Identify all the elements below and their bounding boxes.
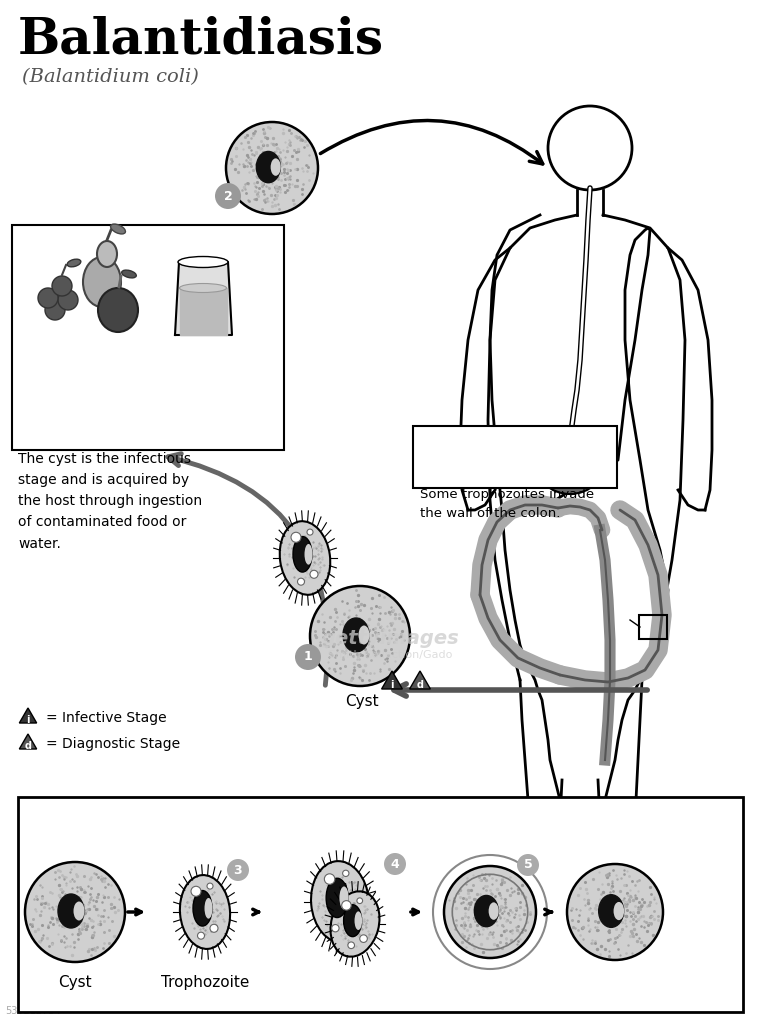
Ellipse shape [474,895,498,927]
Text: = Infective Stage: = Infective Stage [46,711,167,725]
Circle shape [215,183,241,209]
Ellipse shape [58,894,84,928]
Polygon shape [180,288,227,335]
FancyBboxPatch shape [12,225,284,450]
Circle shape [384,853,406,874]
Ellipse shape [293,537,312,572]
Text: Some trophozoites invade
the wall of the colon.: Some trophozoites invade the wall of the… [420,488,594,520]
Ellipse shape [98,288,138,332]
Ellipse shape [343,618,369,652]
Circle shape [295,644,321,670]
Ellipse shape [614,902,624,921]
Circle shape [191,887,201,896]
Text: Smith Collection/Gado: Smith Collection/Gado [328,650,452,660]
Text: d: d [24,741,31,751]
Ellipse shape [271,159,281,176]
FancyBboxPatch shape [413,426,617,488]
Text: 2: 2 [224,189,232,203]
Circle shape [332,925,339,932]
Text: (Balantidium coli): (Balantidium coli) [22,68,199,86]
Text: 539212754: 539212754 [5,1006,61,1016]
Ellipse shape [122,270,136,278]
Circle shape [324,873,335,885]
Circle shape [226,122,318,214]
FancyArrowPatch shape [168,454,328,685]
Circle shape [291,532,301,543]
FancyBboxPatch shape [18,797,743,1012]
Circle shape [517,854,539,876]
Circle shape [297,579,304,585]
Ellipse shape [304,544,313,564]
Circle shape [346,915,355,925]
Circle shape [52,276,72,296]
Ellipse shape [97,241,117,267]
Ellipse shape [67,259,81,267]
FancyArrowPatch shape [321,121,543,164]
Ellipse shape [257,152,280,182]
Text: Trophozoite: Trophozoite [161,975,249,990]
Text: Cyst: Cyst [58,975,92,990]
Ellipse shape [73,901,84,921]
Text: Cyst: Cyst [346,694,379,709]
Text: gettyimages: gettyimages [321,629,459,647]
Circle shape [227,859,249,881]
Circle shape [348,942,355,948]
Circle shape [207,883,213,889]
Polygon shape [175,262,232,335]
Text: d: d [417,680,424,690]
Text: i: i [390,680,394,690]
Circle shape [567,864,663,961]
Circle shape [342,901,351,910]
Circle shape [45,300,65,319]
Ellipse shape [193,891,212,926]
Circle shape [310,570,318,579]
Circle shape [197,932,204,939]
Ellipse shape [331,891,380,956]
Ellipse shape [599,895,624,928]
FancyArrowPatch shape [394,684,647,696]
Text: 5: 5 [523,858,533,871]
Ellipse shape [488,902,498,920]
Circle shape [342,870,349,877]
Ellipse shape [83,257,121,307]
Text: 1: 1 [303,650,312,664]
Ellipse shape [359,626,370,644]
Ellipse shape [178,256,228,267]
Circle shape [360,935,367,942]
Ellipse shape [355,911,362,930]
Text: 3: 3 [234,863,243,877]
Ellipse shape [280,521,330,595]
Ellipse shape [534,426,606,494]
Ellipse shape [311,861,369,943]
Ellipse shape [180,876,230,949]
Ellipse shape [326,879,348,918]
Circle shape [444,866,536,958]
Circle shape [25,862,125,962]
Circle shape [310,586,410,686]
Circle shape [58,290,78,310]
Circle shape [357,898,363,903]
Text: = Diagnostic Stage: = Diagnostic Stage [46,737,180,751]
Text: The cyst is the infectious
stage and is acquired by
the host through ingestion
o: The cyst is the infectious stage and is … [18,452,202,551]
Text: Balantidiasis: Balantidiasis [18,15,384,63]
Text: 4: 4 [391,857,399,870]
Ellipse shape [179,284,226,293]
Ellipse shape [339,887,349,909]
Circle shape [307,529,313,536]
Ellipse shape [111,224,126,233]
Ellipse shape [344,905,362,937]
Ellipse shape [204,898,212,919]
Circle shape [210,925,218,932]
Text: i: i [27,715,30,725]
Circle shape [38,288,58,308]
